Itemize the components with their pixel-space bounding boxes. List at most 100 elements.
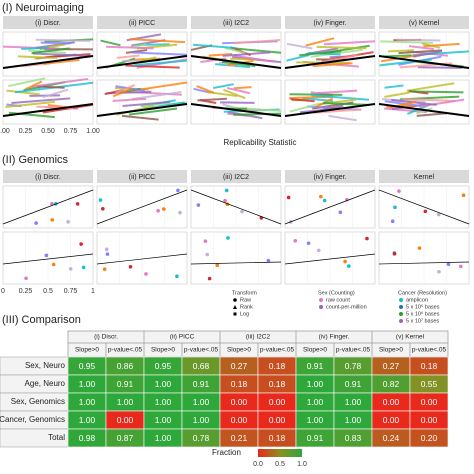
method-label: (i) Discr.	[94, 334, 118, 341]
decor-point	[347, 264, 351, 268]
cell-value: 0.27	[231, 361, 248, 371]
decor-point	[79, 242, 83, 246]
decor-line	[387, 49, 414, 53]
decor-point	[175, 274, 179, 279]
cell-value: 0.00	[231, 397, 248, 407]
cell-value: 0.00	[383, 397, 400, 407]
x-tick-label: 0.25	[19, 288, 33, 295]
subheader-label: Slope>0	[379, 347, 403, 354]
cell-value: 0.27	[383, 361, 400, 371]
cell-value: 1.00	[79, 379, 96, 389]
decor-line	[323, 102, 369, 106]
decor-point	[461, 193, 466, 198]
section-title: (I) Neuroimaging	[2, 2, 84, 14]
panel-strip	[379, 170, 469, 183]
panel-title: Kernel	[414, 174, 435, 181]
cell-value: 0.82	[383, 379, 400, 389]
panel-title: (iii) I2C2	[223, 20, 249, 27]
trend-line	[96, 55, 188, 69]
legend-title: Fraction	[212, 448, 241, 457]
decor-point	[286, 195, 291, 200]
x-tick-label: 0	[1, 288, 5, 295]
decor-point	[343, 259, 347, 264]
decor-line	[403, 98, 456, 102]
decor-line	[116, 54, 140, 59]
decor-line	[317, 89, 358, 95]
subheader-label: p-value<.05	[412, 347, 447, 354]
decor-line	[312, 62, 353, 68]
decor-line	[379, 58, 432, 67]
decor-point	[196, 203, 201, 207]
panel-strip	[379, 16, 469, 29]
decor-line	[397, 38, 441, 42]
decor-point	[128, 264, 133, 269]
trend-line	[190, 261, 282, 265]
x-tick-label: 0.75	[64, 288, 78, 295]
cell-value: 1.00	[345, 397, 362, 407]
cell-value: 0.95	[155, 361, 172, 371]
decor-line	[115, 84, 136, 94]
legend-item: Rank	[240, 304, 253, 310]
legend-item: amplicon	[406, 297, 428, 303]
decor-line	[289, 93, 343, 96]
cell-value: 0.55	[421, 379, 438, 389]
decor-line	[384, 84, 404, 89]
decor-line	[408, 45, 435, 51]
cell-value: 0.00	[269, 397, 286, 407]
decor-point	[144, 272, 148, 276]
decor-line	[231, 47, 282, 54]
decor-point	[101, 206, 105, 211]
decor-point	[24, 276, 28, 281]
decor-line	[380, 40, 434, 44]
decor-line	[192, 43, 236, 49]
decor-line	[323, 40, 376, 46]
decor-point	[397, 189, 401, 193]
panel-strip	[3, 170, 93, 183]
panel-title: (v) Kernel	[409, 20, 440, 27]
decor-line	[38, 81, 94, 91]
subheader-label: Slope>0	[151, 347, 175, 354]
trend-line	[284, 189, 376, 225]
decor-line	[8, 77, 46, 88]
decor-line	[196, 85, 215, 94]
section-title: (II) Genomics	[2, 154, 69, 166]
legend-symbol	[399, 319, 403, 323]
legend-item: Log	[240, 311, 249, 317]
legend-title: Cancer (Resolution)	[398, 290, 447, 296]
legend-item: Raw	[240, 297, 251, 303]
decor-line	[222, 51, 271, 57]
cell-value: 0.86	[117, 361, 134, 371]
decor-line	[131, 51, 188, 56]
decor-line	[21, 46, 50, 50]
decor-point	[203, 239, 208, 243]
cell-value: 0.21	[231, 433, 248, 443]
decor-line	[384, 100, 422, 107]
scale-tick-label: 0.5	[275, 461, 285, 468]
decor-point	[51, 262, 56, 267]
subheader-label: Slope>0	[303, 347, 327, 354]
panel-strip	[97, 170, 187, 183]
x-tick-label: 0.5	[43, 288, 53, 295]
decor-line	[42, 88, 69, 99]
decor-line	[100, 39, 121, 47]
decor-point	[176, 188, 180, 193]
panel-title: (ii) PICC	[129, 20, 155, 27]
decor-line	[139, 56, 157, 62]
decor-point	[423, 209, 428, 214]
decor-point	[417, 246, 422, 250]
decor-line	[125, 49, 148, 54]
decor-line	[37, 85, 65, 89]
trend-line	[378, 189, 470, 225]
decor-point	[390, 219, 395, 223]
decor-line	[224, 46, 246, 55]
decor-point	[205, 252, 210, 257]
cell-value: 1.00	[155, 397, 172, 407]
cell-value: 1.00	[307, 415, 324, 425]
cell-value: 0.00	[383, 415, 400, 425]
legend-symbol	[399, 312, 403, 316]
decor-line	[226, 86, 251, 95]
decor-point	[104, 247, 109, 252]
panel-strip	[191, 170, 281, 183]
decor-line	[128, 107, 178, 116]
decor-line	[213, 83, 234, 89]
